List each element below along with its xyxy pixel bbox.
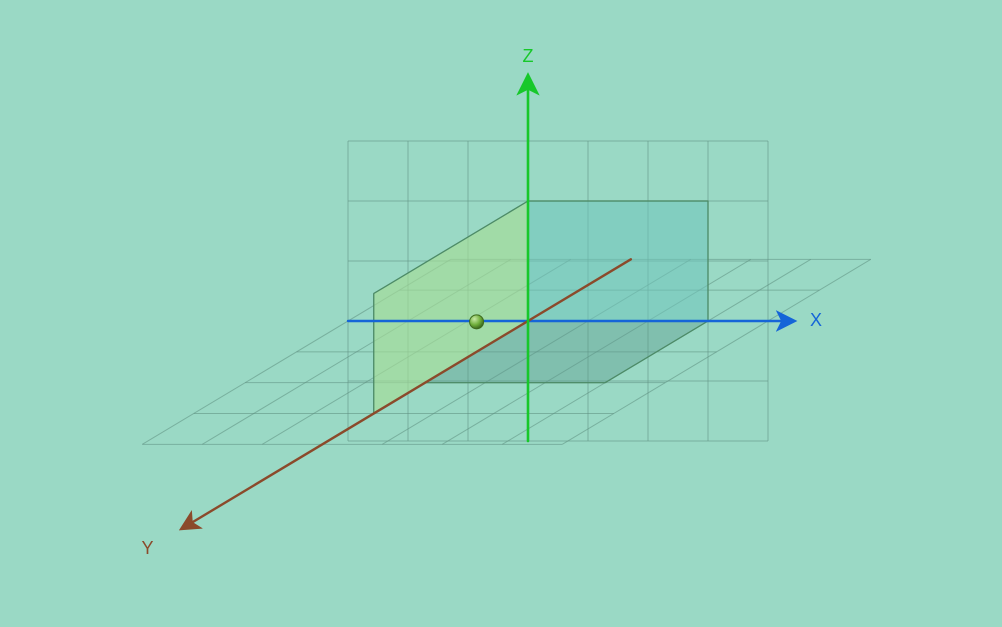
z-axis-label: Z	[523, 46, 534, 66]
plotted-point	[470, 315, 484, 329]
slice-planes	[374, 201, 708, 414]
coordinate-3d-diagram: X Y Z	[0, 0, 1002, 627]
y-axis-label: Y	[141, 538, 153, 558]
xz-slice	[528, 201, 708, 321]
x-axis-label: X	[810, 310, 822, 330]
origin-point	[470, 315, 484, 329]
